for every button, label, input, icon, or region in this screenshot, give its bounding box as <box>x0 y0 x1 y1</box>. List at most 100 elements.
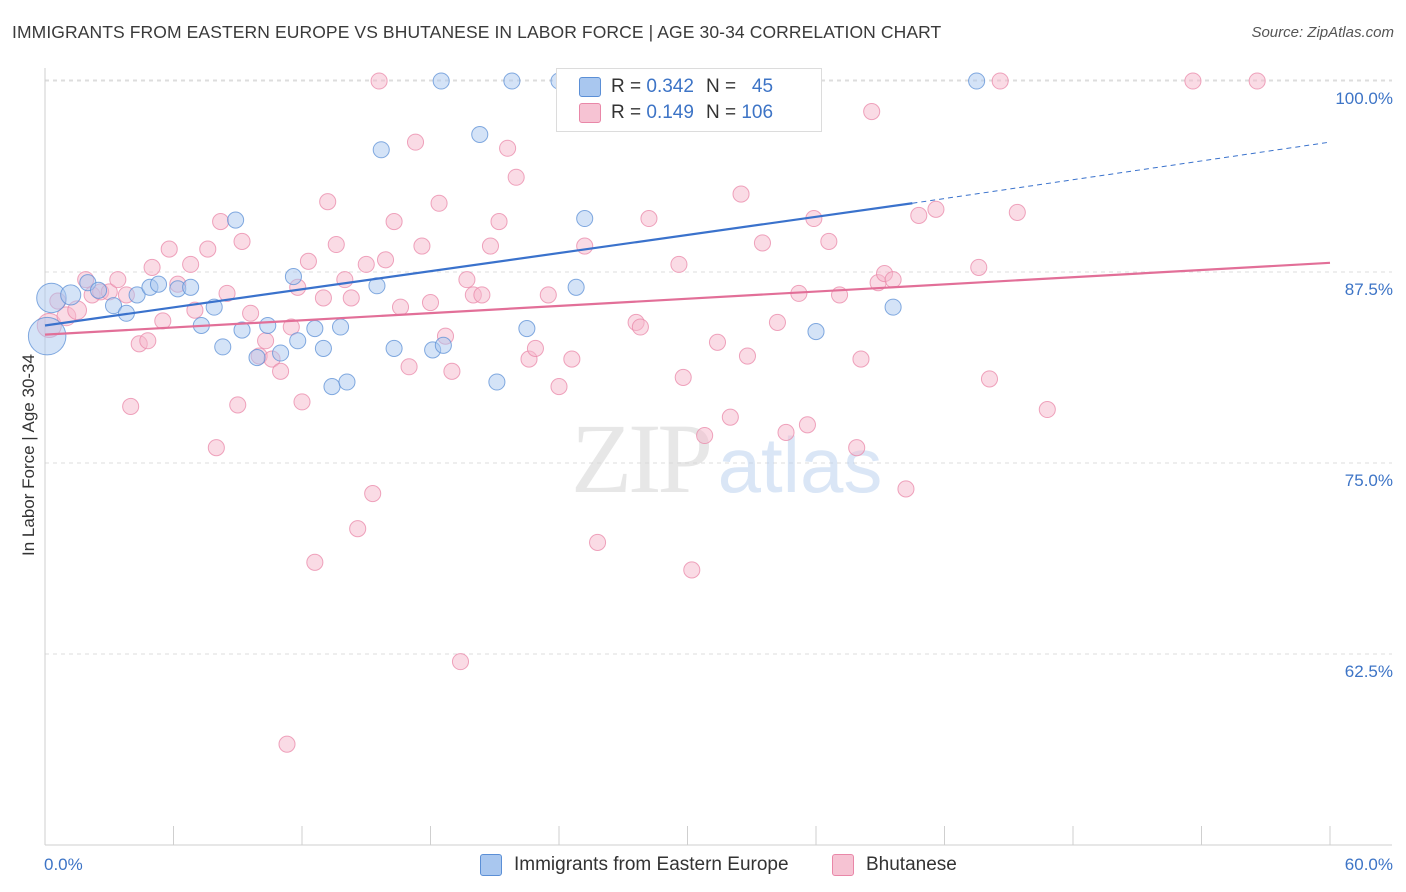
point-bhutanese <box>970 258 988 276</box>
point-bhutanese <box>897 480 915 498</box>
point-bhutanese <box>1248 72 1266 90</box>
point-eastern-europe <box>338 373 356 391</box>
point-bhutanese <box>753 234 771 252</box>
point-bhutanese <box>430 194 448 212</box>
point-bhutanese <box>391 298 410 316</box>
stats-legend-row-eastern-europe: R = 0.342 N = 45 <box>579 75 773 99</box>
y-tick-label: 75.0% <box>1345 471 1393 490</box>
point-bhutanese <box>385 213 403 231</box>
legend-n-label: N = <box>705 102 737 123</box>
point-bhutanese <box>186 301 204 319</box>
point-eastern-europe <box>289 332 307 350</box>
point-bhutanese <box>376 251 395 269</box>
point-bhutanese <box>212 213 230 231</box>
point-bhutanese <box>526 339 544 357</box>
point-bhutanese <box>863 103 881 121</box>
legend-swatch-bhutanese <box>579 103 601 123</box>
point-eastern-europe <box>968 72 986 90</box>
point-bhutanese <box>550 378 568 396</box>
y-tick-label: 62.5% <box>1345 662 1393 681</box>
tick-labels: 62.5% 75.0% 87.5% 100.0% 0.0% 60.0% In Labor F… <box>19 89 1393 874</box>
point-bhutanese <box>991 72 1009 90</box>
point-eastern-europe <box>182 278 200 296</box>
legend-r-label: R = <box>611 102 642 123</box>
watermark-zip: ZIP <box>571 403 709 514</box>
point-bhutanese <box>674 368 692 386</box>
point-bhutanese <box>820 232 838 250</box>
point-bhutanese <box>272 362 290 380</box>
point-bhutanese <box>278 735 296 753</box>
legend-item-bhutanese[interactable]: Bhutanese <box>832 852 957 878</box>
point-bhutanese <box>670 255 688 273</box>
point-bhutanese <box>282 318 300 336</box>
point-bhutanese <box>631 318 649 336</box>
y-axis-title: In Labor Force | Age 30-34 <box>19 354 38 556</box>
point-bhutanese <box>154 312 172 330</box>
point-bhutanese <box>458 271 476 289</box>
legend-n-value: 106 <box>741 102 774 123</box>
point-bhutanese <box>980 370 999 388</box>
point-bhutanese <box>139 332 157 350</box>
point-bhutanese <box>1184 72 1202 90</box>
point-bhutanese <box>443 362 461 380</box>
point-eastern-europe <box>259 316 277 335</box>
point-bhutanese <box>143 258 161 276</box>
x-tick-label: 0.0% <box>44 855 83 874</box>
legend-n-value: 45 <box>751 76 774 97</box>
point-bhutanese <box>257 332 275 350</box>
point-bhutanese <box>109 271 127 289</box>
trendline-eastern-europe <box>44 202 913 327</box>
stats-legend-row-bhutanese: R = 0.149 N = 106 <box>579 101 773 125</box>
chart-title: IMMIGRANTS FROM EASTERN EUROPE VS BHUTAN… <box>12 22 942 42</box>
point-bhutanese <box>349 520 367 538</box>
point-bhutanese <box>738 347 757 365</box>
point-eastern-europe <box>233 321 251 339</box>
trendline-eastern-europe-extension <box>912 141 1331 204</box>
point-bhutanese <box>314 289 332 307</box>
point-bhutanese <box>910 206 928 225</box>
trendline-bhutanese <box>44 261 1331 336</box>
point-bhutanese <box>721 408 739 426</box>
point-eastern-europe <box>385 339 403 357</box>
point-bhutanese <box>242 304 260 322</box>
point-eastern-europe <box>272 344 290 362</box>
point-bhutanese <box>1008 203 1026 221</box>
point-eastern-europe <box>372 141 390 159</box>
point-bhutanese <box>406 133 425 151</box>
point-eastern-europe <box>323 378 341 396</box>
point-bhutanese <box>848 439 866 457</box>
point-bhutanese <box>229 396 247 414</box>
point-bhutanese <box>182 255 200 273</box>
point-bhutanese <box>576 237 594 255</box>
point-bhutanese <box>364 485 382 503</box>
point-eastern-europe <box>104 297 123 315</box>
point-bhutanese <box>884 271 902 289</box>
legend-swatch-eastern-europe <box>480 854 502 876</box>
point-bhutanese <box>233 232 251 250</box>
point-bhutanese <box>490 213 508 231</box>
legend-r-label: R = <box>611 76 642 97</box>
y-tick-label: 87.5% <box>1345 280 1393 299</box>
legend-item-eastern-europe[interactable]: Immigrants from Eastern Europe <box>480 852 789 878</box>
point-eastern-europe <box>128 286 146 304</box>
point-eastern-europe <box>884 298 902 316</box>
point-eastern-europe <box>807 323 825 341</box>
point-bhutanese <box>732 185 750 203</box>
point-bhutanese <box>798 416 816 434</box>
point-bhutanese <box>199 240 217 258</box>
point-eastern-europe <box>214 338 232 356</box>
point-bhutanese <box>122 397 140 416</box>
point-bhutanese <box>927 200 945 218</box>
point-bhutanese <box>357 255 375 273</box>
y-tick-label: 100.0% <box>1335 89 1393 108</box>
point-bhutanese <box>370 72 388 90</box>
point-eastern-europe <box>432 72 450 90</box>
point-eastern-europe <box>434 336 452 354</box>
point-eastern-europe <box>227 211 245 229</box>
grid <box>45 79 1392 655</box>
point-eastern-europe <box>90 281 108 299</box>
point-eastern-europe <box>503 72 521 90</box>
point-eastern-europe <box>27 316 67 356</box>
point-bhutanese <box>218 284 236 302</box>
